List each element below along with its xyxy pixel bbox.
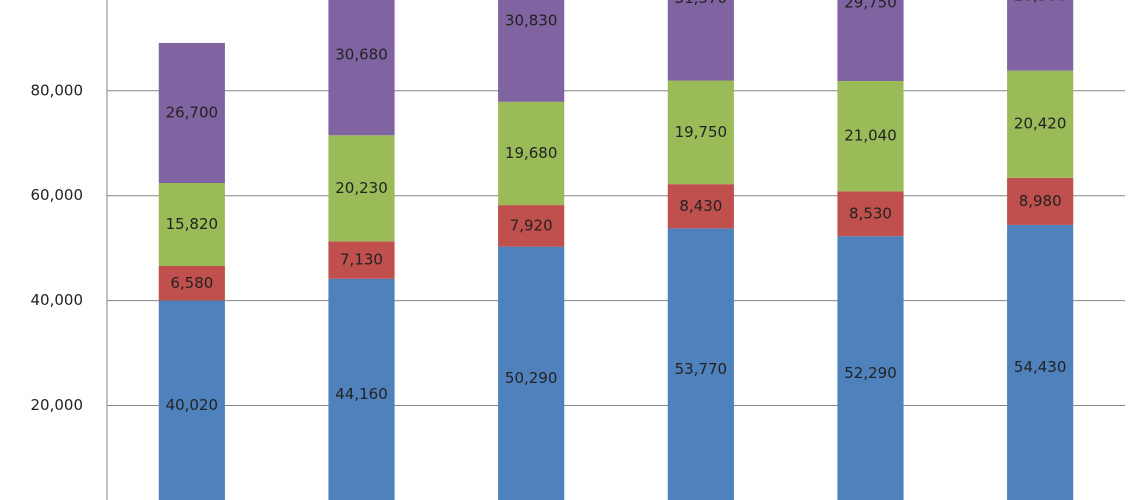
bar-segment xyxy=(328,278,395,500)
bar-segment xyxy=(158,42,225,184)
bar-segment xyxy=(1007,224,1074,500)
data-label: 20,230 xyxy=(335,179,388,197)
y-tick-label: 20,000 xyxy=(31,396,84,414)
data-label: 52,290 xyxy=(844,364,897,382)
bar-segment xyxy=(498,0,565,102)
data-label: 44,160 xyxy=(335,385,388,403)
data-label: 8,430 xyxy=(679,197,722,215)
bar-segment xyxy=(667,0,734,81)
bar-segment xyxy=(498,205,565,247)
y-tick-label: 60,000 xyxy=(31,186,84,204)
bar-segment xyxy=(837,0,904,82)
bar-segment xyxy=(328,241,395,279)
data-label: 19,750 xyxy=(675,123,728,141)
bar-segment xyxy=(837,236,904,500)
y-tick-label: 40,000 xyxy=(31,291,84,309)
bar-segment xyxy=(667,184,734,229)
bar-segment xyxy=(158,183,225,267)
bar-segment xyxy=(667,80,734,185)
bar-segment xyxy=(328,0,395,136)
data-label: 28,560 xyxy=(1014,0,1067,4)
data-label: 53,770 xyxy=(675,360,728,378)
data-label: 30,680 xyxy=(335,45,388,63)
bar-segment xyxy=(498,101,565,206)
bar-segment xyxy=(158,300,225,500)
data-label: 20,420 xyxy=(1014,115,1067,133)
bar-segment xyxy=(837,81,904,192)
bar-segment xyxy=(1007,177,1074,225)
data-label: 30,830 xyxy=(505,11,558,29)
bar-segment xyxy=(1007,0,1074,71)
data-label: 54,430 xyxy=(1014,358,1067,376)
bar-segment xyxy=(158,266,225,301)
data-label: 50,290 xyxy=(505,369,558,387)
data-label: 8,980 xyxy=(1019,192,1062,210)
bar-segment xyxy=(837,191,904,237)
data-label: 31,370 xyxy=(675,0,728,7)
data-label: 26,700 xyxy=(166,103,219,121)
data-label: 7,920 xyxy=(510,216,553,234)
data-label: 8,530 xyxy=(849,204,892,222)
bar-segment xyxy=(667,228,734,500)
y-tick-label: 80,000 xyxy=(31,81,84,99)
data-label: 15,820 xyxy=(166,215,219,233)
data-label: 21,040 xyxy=(844,127,897,145)
data-label: 7,130 xyxy=(340,251,383,269)
data-label: 19,680 xyxy=(505,144,558,162)
bar-segment xyxy=(328,135,395,242)
data-label: 6,580 xyxy=(170,274,213,292)
data-label: 40,020 xyxy=(166,396,219,414)
bar-segment xyxy=(498,246,565,500)
data-label: 29,750 xyxy=(844,0,897,11)
bar-segment xyxy=(1007,70,1074,178)
